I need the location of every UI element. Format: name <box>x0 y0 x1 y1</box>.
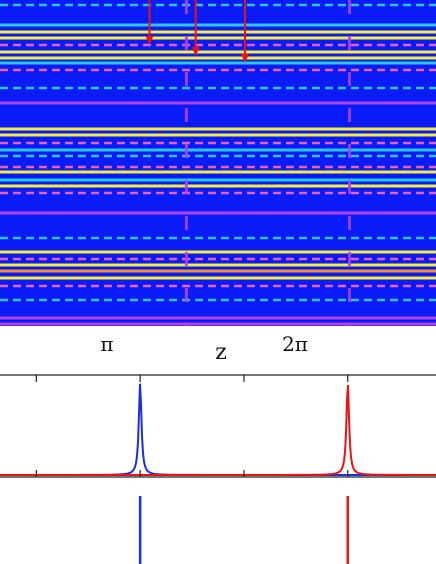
panel2-series-line-0 <box>0 383 436 476</box>
x-tick-label-2pi: 2π <box>282 332 308 356</box>
marker-arrowhead-1 <box>191 47 200 56</box>
heatmap-bands <box>0 3 436 326</box>
spectrum-panel-middle <box>0 374 436 478</box>
spectrum-panel-bottom <box>138 496 350 564</box>
x-tick-label-pi: π <box>100 332 113 356</box>
heatmap-markers <box>145 0 249 63</box>
marker-arrowhead-0 <box>145 36 154 45</box>
heatmap-panel <box>0 0 436 326</box>
panel2-series-line-1 <box>0 384 436 476</box>
x-axis-label: z <box>215 340 227 365</box>
marker-arrowhead-2 <box>240 54 249 63</box>
